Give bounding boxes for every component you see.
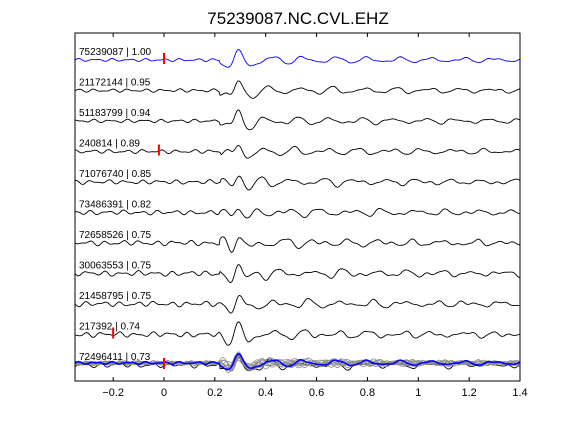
x-tick-label: 1.2 (461, 387, 476, 399)
trace-label: 72496411 | 0.73 (79, 352, 151, 363)
x-tick-label: 0.4 (258, 387, 273, 399)
trace-labels: 75239087 | 1.00 21172144 | 0.95 51183799 |… (79, 47, 152, 363)
x-tick-label: 1.4 (512, 387, 527, 399)
x-tick-label: 0.6 (309, 387, 324, 399)
trace-line (74, 321, 521, 346)
trace-line (74, 294, 521, 314)
chart-title: 75239087.NC.CVL.EHZ (207, 9, 388, 28)
stack-reference-line (74, 352, 521, 371)
x-axis-ticks: −0.2 0 0.2 0.4 0.6 0.8 1 1.2 1.4 (102, 33, 528, 399)
trace-label: 30063553 | 0.75 (79, 261, 152, 272)
trace-label: 21458795 | 0.75 (79, 291, 152, 302)
trace-line (74, 264, 521, 284)
trace-label: 240814 | 0.89 (79, 139, 140, 150)
trace-label: 73486391 | 0.82 (79, 200, 152, 211)
trace-line (74, 207, 521, 219)
x-tick-label: 0 (161, 387, 167, 399)
x-tick-label: −0.2 (102, 387, 124, 399)
axes-frame (74, 32, 521, 382)
trace-label: 217392 | 0.74 (79, 322, 140, 333)
trace-label: 71076740 | 0.85 (79, 169, 152, 180)
trace-line (74, 175, 521, 191)
x-tick-label: 0.8 (360, 387, 375, 399)
trace-label: 51183799 | 0.94 (79, 108, 151, 119)
trace-line (74, 144, 521, 159)
trace-line (74, 80, 521, 99)
pick-markers (112, 53, 165, 369)
trace-line (74, 236, 521, 253)
x-tick-label: 0.2 (207, 387, 222, 399)
trace-line (74, 354, 521, 372)
trace-label: 75239087 | 1.00 (79, 47, 152, 58)
trace-line (74, 48, 521, 68)
trace-label: 72658526 | 0.75 (79, 230, 152, 241)
traces-layer (74, 48, 521, 372)
stack-layer (74, 351, 521, 373)
trace-line (74, 109, 521, 131)
trace-label: 21172144 | 0.95 (79, 78, 151, 89)
x-tick-label: 1 (415, 387, 421, 399)
